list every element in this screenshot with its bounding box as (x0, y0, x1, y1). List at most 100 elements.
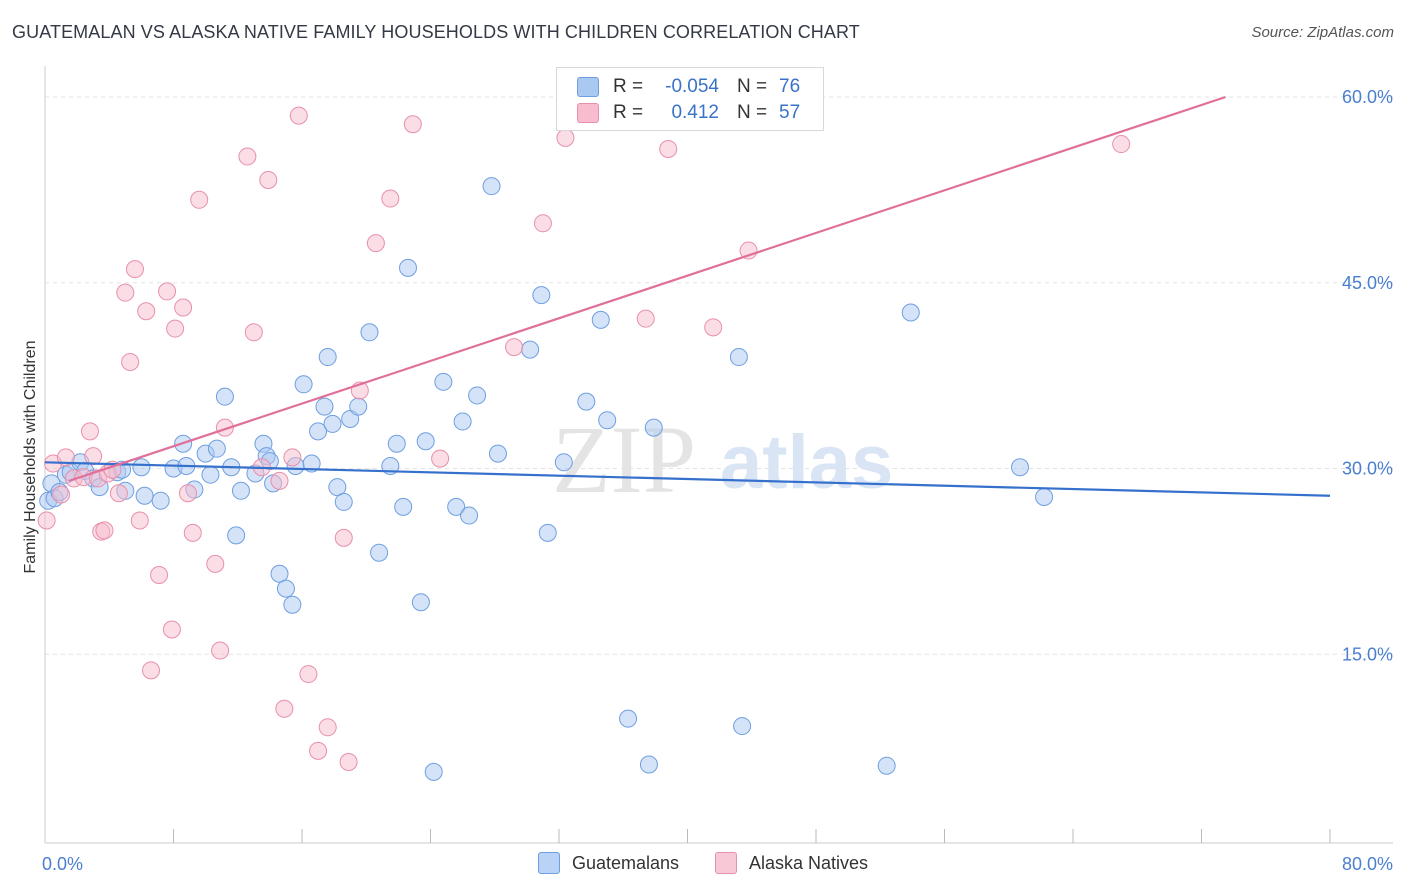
point-alaska-natives (283, 448, 302, 467)
point-guatemalans (901, 303, 920, 322)
point-guatemalans (283, 595, 302, 614)
point-alaska-natives (403, 115, 422, 134)
point-alaska-natives (190, 190, 209, 209)
point-alaska-natives (37, 511, 56, 530)
point-alaska-natives (381, 189, 400, 208)
point-alaska-natives (95, 521, 114, 540)
point-alaska-natives (238, 147, 257, 166)
point-guatemalans (460, 506, 479, 525)
point-alaska-natives (84, 447, 103, 466)
point-alaska-natives (130, 511, 149, 530)
point-alaska-natives (533, 214, 552, 233)
point-alaska-natives (704, 318, 723, 337)
point-alaska-natives (121, 353, 140, 372)
correlation-legend: R = -0.054 N = 76 R = 0.412 N = 57 (556, 67, 824, 131)
chart-title: GUATEMALAN VS ALASKA NATIVE FAMILY HOUSE… (12, 22, 860, 42)
legend-swatch-blue (577, 77, 599, 97)
point-alaska-natives (318, 718, 337, 737)
point-guatemalans (294, 375, 313, 394)
x-tick-label: 0.0% (42, 854, 83, 874)
legend-label-alaska-natives: Alaska Natives (749, 852, 869, 873)
point-alaska-natives (431, 449, 450, 468)
point-guatemalans (207, 439, 226, 458)
point-guatemalans (315, 397, 334, 416)
point-alaska-natives (109, 484, 128, 503)
point-alaska-natives (270, 471, 289, 490)
point-guatemalans (619, 709, 638, 728)
point-guatemalans (318, 348, 337, 367)
point-guatemalans (733, 717, 752, 736)
point-guatemalans (591, 310, 610, 329)
point-alaska-natives (158, 282, 177, 301)
point-alaska-natives (52, 485, 71, 504)
point-guatemalans (360, 323, 379, 342)
legend-item-guatemalans: Guatemalans (537, 852, 679, 874)
point-alaska-natives (299, 665, 318, 684)
y-tick-label: 15.0% (1342, 644, 1393, 664)
legend-item-alaska-natives: Alaska Natives (715, 852, 868, 874)
watermark: ZIP atlas (552, 406, 893, 513)
y-tick-label: 30.0% (1342, 459, 1393, 479)
legend-n-label: N = (737, 76, 768, 97)
trendline-alaska-natives (68, 95, 1226, 482)
point-guatemalans (468, 386, 487, 405)
point-guatemalans (877, 756, 896, 775)
point-alaska-natives (137, 302, 156, 321)
point-guatemalans (151, 491, 170, 510)
point-alaska-natives (275, 699, 294, 718)
point-guatemalans (577, 392, 596, 411)
point-alaska-natives (142, 661, 161, 680)
point-guatemalans (424, 762, 443, 781)
point-guatemalans (349, 397, 368, 416)
y-tick-label: 45.0% (1342, 273, 1393, 293)
point-guatemalans (132, 458, 151, 477)
point-alaska-natives (366, 234, 385, 253)
point-guatemalans (482, 177, 501, 196)
point-guatemalans (644, 418, 663, 437)
legend-label-guatemalans: Guatemalans (571, 852, 679, 873)
point-alaska-natives (244, 323, 263, 342)
legend-n-label: N = (737, 102, 768, 123)
gridlines (45, 96, 1393, 655)
point-alaska-natives (162, 620, 181, 639)
point-guatemalans (447, 497, 466, 516)
point-alaska-natives (556, 128, 575, 147)
point-alaska-natives (183, 523, 202, 542)
point-guatemalans (1035, 487, 1054, 506)
legend-swatch-pink (577, 103, 599, 123)
source-label: Source: ZipAtlas.com (1251, 24, 1394, 41)
point-guatemalans (598, 411, 617, 430)
point-guatemalans (231, 481, 250, 500)
x-tick-label: 80.0% (1342, 854, 1393, 874)
y-tick-labels: 15.0% 30.0% 45.0% 60.0% (1342, 87, 1393, 664)
legend-r-value: 0.412 (671, 102, 719, 123)
point-alaska-natives (211, 641, 230, 660)
point-alaska-natives (289, 106, 308, 125)
legend-n-value: 57 (779, 102, 801, 123)
trend-lines (44, 95, 1331, 497)
point-guatemalans (387, 434, 406, 453)
point-guatemalans (328, 478, 347, 497)
point-guatemalans (201, 465, 220, 484)
point-guatemalans (399, 258, 418, 277)
legend-swatch-alaska-natives (715, 852, 737, 874)
point-alaska-natives (150, 565, 169, 584)
y-tick-label: 60.0% (1342, 87, 1393, 107)
point-guatemalans (639, 755, 658, 774)
point-guatemalans (416, 432, 435, 451)
point-alaska-natives (636, 309, 655, 328)
point-alaska-natives (116, 283, 135, 302)
point-guatemalans (394, 497, 413, 516)
point-alaska-natives (206, 554, 225, 573)
legend-n-value: 76 (779, 76, 801, 97)
point-alaska-natives (1112, 135, 1131, 154)
point-guatemalans (532, 286, 551, 305)
point-guatemalans (434, 372, 453, 391)
point-guatemalans (488, 444, 507, 463)
point-guatemalans (1010, 458, 1029, 477)
guatemalans-points (39, 177, 1054, 781)
point-alaska-natives (259, 170, 278, 189)
point-guatemalans (227, 526, 246, 545)
point-alaska-natives (659, 140, 678, 159)
